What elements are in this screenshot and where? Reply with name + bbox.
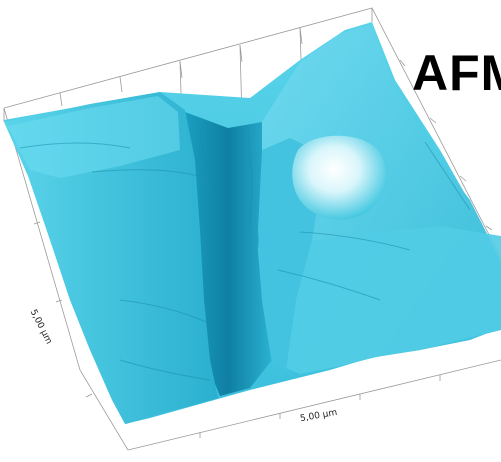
- afm-title: AFM: [412, 45, 501, 101]
- surface-shading-lines: [19, 131, 471, 381]
- surface-bump: [292, 135, 386, 220]
- surface-left-plateau-top: [8, 96, 180, 178]
- surface-front-slope: [262, 226, 501, 374]
- surface-trench: [185, 112, 272, 396]
- topography-surface: [4, 22, 501, 424]
- axis-box-front: [3, 107, 501, 451]
- axis-box-grid: [3, 7, 501, 259]
